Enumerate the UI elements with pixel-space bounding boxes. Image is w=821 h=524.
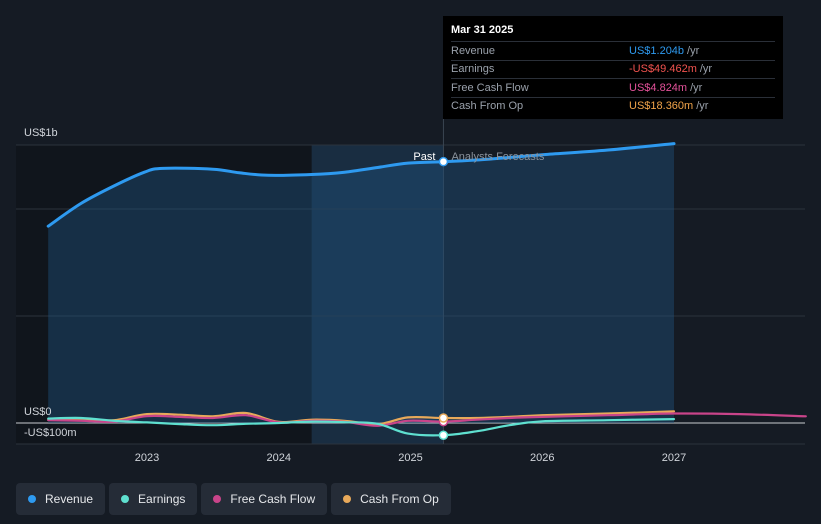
tooltip-row-earnings: Earnings -US$49.462m /yr xyxy=(451,59,775,79)
y-tick-label: US$0 xyxy=(24,406,52,418)
marker-earnings xyxy=(438,430,449,440)
series-line-revenue xyxy=(46,142,676,228)
tooltip-unit: /yr xyxy=(696,100,709,113)
marker-cash-from-op xyxy=(438,413,449,423)
tooltip-row-cash-from-op: Cash From Op US$18.360m /yr xyxy=(451,96,775,116)
tooltip-date: Mar 31 2025 xyxy=(451,24,514,36)
x-tick-label: 2023 xyxy=(135,452,159,464)
y-tick-label: -US$100m xyxy=(24,427,77,439)
legend-label: Cash From Op xyxy=(360,492,439,506)
tooltip-value: US$18.360m xyxy=(629,100,694,113)
tooltip-row-free-cash-flow: Free Cash Flow US$4.824m /yr xyxy=(451,78,775,97)
x-tick-label: 2026 xyxy=(530,452,554,464)
y-tick-label: US$1b xyxy=(24,127,58,139)
series-line-free-cash-flow xyxy=(47,412,807,427)
legend-label: Revenue xyxy=(45,492,94,506)
tooltip-value: US$4.824m xyxy=(629,81,688,94)
revenue-dot-icon xyxy=(28,495,36,503)
earnings-dot-icon xyxy=(121,495,130,503)
legend: Revenue Earnings Free Cash Flow Cash Fro… xyxy=(16,483,451,515)
series-line-earnings xyxy=(47,416,676,437)
past-band-dark xyxy=(16,145,312,444)
legend-item-free-cash-flow[interactable]: Free Cash Flow xyxy=(201,483,328,515)
marker-revenue xyxy=(438,156,449,167)
revenue-area xyxy=(48,143,674,423)
x-tick-label: 2024 xyxy=(267,452,291,464)
tooltip-unit: /yr xyxy=(699,63,713,76)
forecast-label: Analysts Forecasts xyxy=(451,151,544,163)
x-tick-label: 2025 xyxy=(398,452,422,464)
legend-item-earnings[interactable]: Earnings xyxy=(109,483,198,515)
tooltip-label: Cash From Op xyxy=(451,100,524,113)
tooltip-label: Free Cash Flow xyxy=(451,81,529,94)
past-label: Past xyxy=(413,151,435,163)
tooltip-label: Revenue xyxy=(451,44,496,57)
free-cash-flow-dot-icon xyxy=(213,495,222,503)
series-line-cash-from-op xyxy=(47,410,676,426)
tooltip-unit: /yr xyxy=(687,44,700,57)
tooltip-row-revenue: Revenue US$1.204b /yr xyxy=(451,41,775,60)
legend-label: Earnings xyxy=(138,492,186,506)
tooltip-label: Earnings xyxy=(451,63,495,76)
tooltip: Mar 31 2025 Revenue US$1.204b /yr Earnin… xyxy=(443,16,783,119)
legend-item-cash-from-op[interactable]: Cash From Op xyxy=(331,483,451,515)
cash-from-op-dot-icon xyxy=(343,495,352,503)
tooltip-value: US$1.204b xyxy=(629,44,685,57)
tooltip-unit: /yr xyxy=(690,81,703,94)
legend-label: Free Cash Flow xyxy=(230,492,316,506)
legend-item-revenue[interactable]: Revenue xyxy=(16,483,106,515)
tooltip-value: -US$49.462m xyxy=(629,63,697,76)
past-band-highlight xyxy=(311,145,444,444)
x-tick-label: 2027 xyxy=(662,452,686,464)
